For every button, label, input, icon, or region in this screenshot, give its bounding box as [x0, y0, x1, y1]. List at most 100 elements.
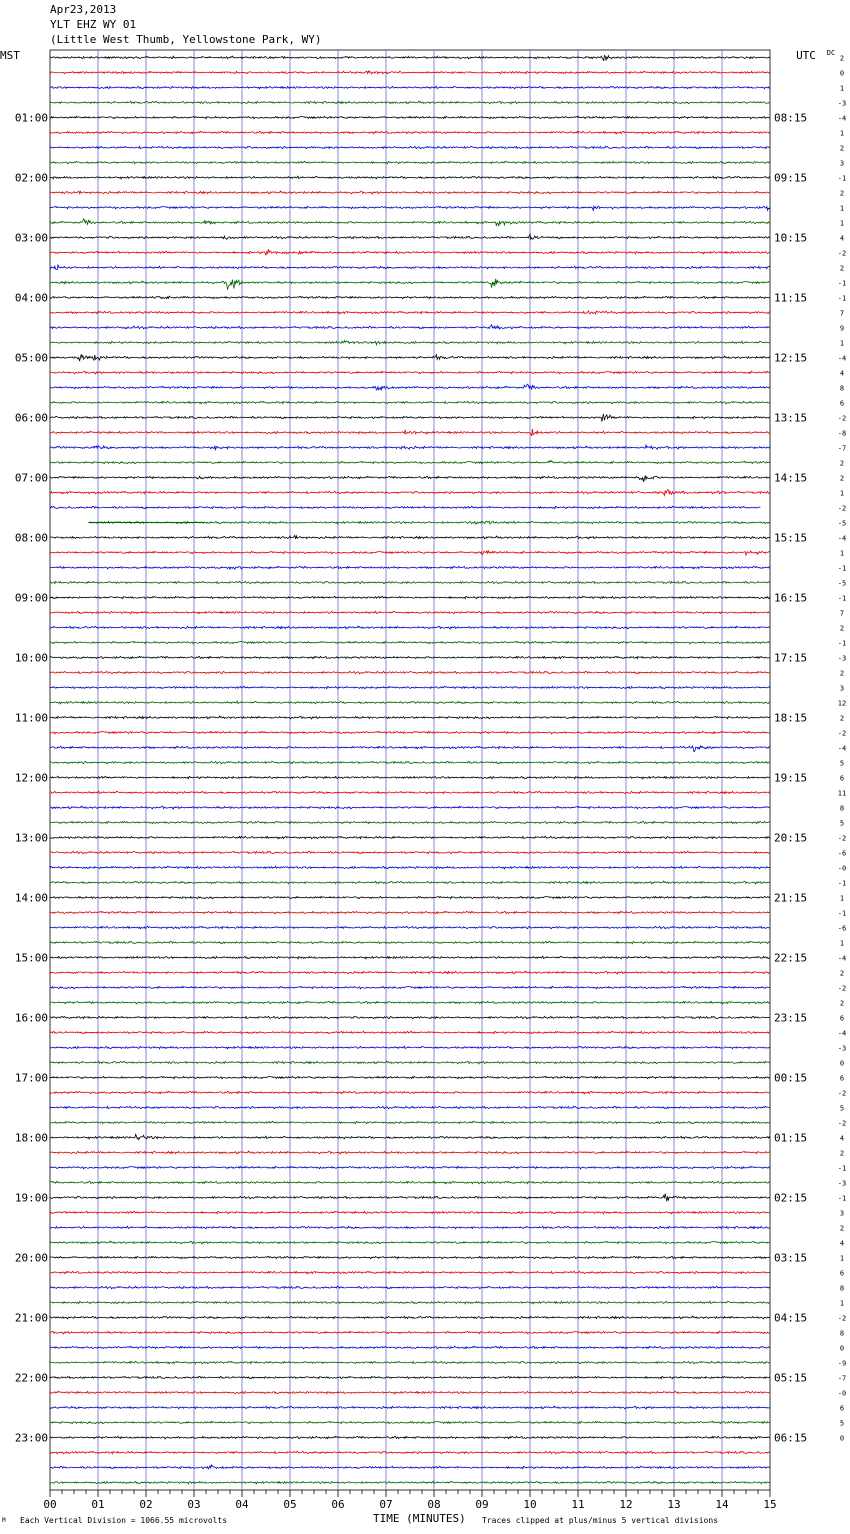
dc-offset-value: -2 — [838, 730, 846, 738]
dc-offset-value: 8 — [840, 385, 844, 393]
chart-date: Apr23,2013 — [50, 3, 117, 16]
dc-offset-value: -7 — [838, 445, 846, 453]
dc-offset-value: 2 — [840, 1000, 844, 1008]
dc-offset-value: -2 — [838, 835, 846, 843]
dc-offset-value: -1 — [838, 1195, 846, 1203]
trace-line — [49, 160, 771, 165]
trace-line — [49, 805, 771, 810]
dc-offset-value: -0 — [838, 1390, 846, 1398]
dc-offset-value: -4 — [838, 115, 846, 123]
scale-note: Each Vertical Division = 1066.55 microvo… — [20, 1516, 228, 1525]
mst-hour-label: 17:00 — [15, 1072, 48, 1085]
trace-line — [49, 625, 771, 630]
trace-line — [49, 1210, 771, 1215]
dc-offset-value: -1 — [838, 910, 846, 918]
dc-offset-value: 1 — [840, 895, 844, 903]
trace-line — [49, 1345, 771, 1350]
utc-hour-label: 23:15 — [774, 1012, 807, 1025]
dc-offset-value: -0 — [838, 865, 846, 873]
trace-line — [49, 534, 771, 540]
mst-hour-label: 01:00 — [15, 112, 48, 125]
trace-line — [49, 1375, 771, 1380]
trace-line — [49, 1463, 771, 1470]
dc-offset-value: -6 — [838, 925, 846, 933]
trace-line — [49, 730, 771, 735]
dc-offset-value: -4 — [838, 535, 846, 543]
trace-line — [49, 700, 771, 705]
trace-line — [49, 820, 771, 825]
x-tick-label: 10 — [523, 1498, 536, 1511]
utc-hour-label: 08:15 — [774, 112, 807, 125]
dc-offset-value: 2 — [840, 190, 844, 198]
dc-offset-value: -4 — [838, 745, 846, 753]
dc-offset-value: -1 — [838, 280, 846, 288]
trace-line — [49, 489, 771, 497]
dc-offset-value: 1 — [840, 1300, 844, 1308]
utc-hour-label: 14:15 — [774, 472, 807, 485]
trace-line — [49, 1450, 771, 1455]
trace-line — [49, 400, 771, 405]
trace-line — [49, 1030, 771, 1035]
dc-offset-value: 1 — [840, 1255, 844, 1263]
mst-hour-label: 12:00 — [15, 772, 48, 785]
dc-offset-value: 6 — [840, 1270, 844, 1278]
dc-offset-value: 5 — [840, 1105, 844, 1113]
dc-offset-value: 2 — [840, 970, 844, 978]
trace-line — [49, 1165, 771, 1170]
dc-offset-value: 2 — [840, 1150, 844, 1158]
trace-line — [49, 115, 771, 120]
plot-frame — [49, 49, 771, 1491]
x-tick-label: 03 — [187, 1498, 200, 1511]
mst-hour-label: 04:00 — [15, 292, 48, 305]
dc-offset-value: 4 — [840, 1240, 844, 1248]
trace-line — [49, 1270, 771, 1275]
trace-line — [49, 775, 771, 780]
trace-line — [49, 1405, 771, 1410]
dc-offset-value: 2 — [840, 715, 844, 723]
dc-offset-value: 4 — [840, 235, 844, 243]
trace-line — [49, 145, 771, 150]
dc-label: DC — [827, 49, 835, 57]
trace-line — [49, 413, 771, 422]
trace-line — [49, 1255, 771, 1260]
trace-line — [49, 217, 771, 228]
dc-offset-value: -3 — [838, 100, 846, 108]
right-axis-label: UTC — [796, 49, 816, 62]
x-tick-label: 02 — [139, 1498, 152, 1511]
dc-offset-value: 5 — [840, 760, 844, 768]
dc-offset-value: -2 — [838, 1090, 846, 1098]
dc-offset-value: 6 — [840, 1075, 844, 1083]
utc-hour-label: 12:15 — [774, 352, 807, 365]
utc-hour-label: 13:15 — [774, 412, 807, 425]
trace-line — [49, 278, 771, 290]
dc-offset-value: 7 — [840, 310, 844, 318]
dc-offset-value: -2 — [838, 1120, 846, 1128]
mst-hour-label: 05:00 — [15, 352, 48, 365]
mst-hour-label: 02:00 — [15, 172, 48, 185]
trace-line — [49, 1015, 771, 1020]
trace-line — [49, 850, 771, 855]
dc-offset-value: 2 — [840, 55, 844, 63]
trace-line — [49, 1435, 771, 1440]
trace-line — [49, 715, 771, 720]
dc-offset-value: 11 — [838, 790, 846, 798]
dc-offset-value: 2 — [840, 475, 844, 483]
dc-offset-value: 0 — [840, 70, 844, 78]
trace-line — [49, 565, 771, 571]
trace-line — [49, 760, 771, 765]
dc-offset-value: 1 — [840, 340, 844, 348]
trace-line — [49, 1360, 771, 1365]
utc-hour-label: 21:15 — [774, 892, 807, 905]
utc-hour-label: 11:15 — [774, 292, 807, 305]
mst-hour-label: 08:00 — [15, 532, 48, 545]
x-tick-label: 09 — [475, 1498, 488, 1511]
dc-offset-value: -1 — [838, 640, 846, 648]
trace-line — [49, 1075, 771, 1080]
dc-offset-value: -1 — [838, 1165, 846, 1173]
trace-line — [49, 232, 771, 241]
mst-hour-label: 06:00 — [15, 412, 48, 425]
trace-line — [49, 1193, 771, 1202]
dc-offset-value: -7 — [838, 1375, 846, 1383]
trace-line — [49, 383, 771, 392]
trace-line — [49, 1060, 771, 1065]
